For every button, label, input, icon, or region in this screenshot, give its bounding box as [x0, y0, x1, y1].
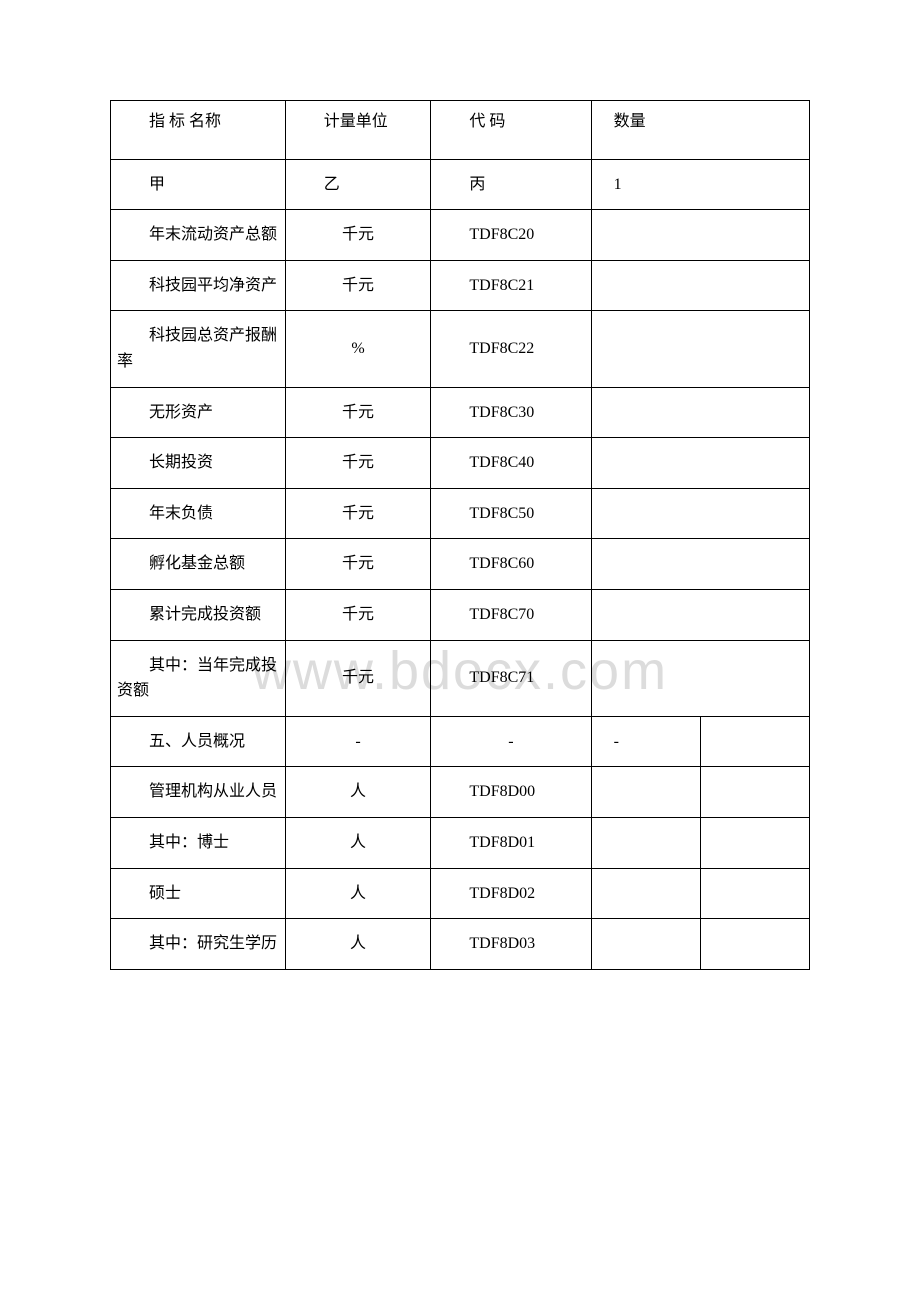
- cell-code: TDF8C40: [431, 438, 591, 489]
- subheader-one: 1: [591, 159, 809, 210]
- table-row: 硕士 人 TDF8D02: [111, 868, 810, 919]
- table-row: 孵化基金总额 千元 TDF8C60: [111, 539, 810, 590]
- cell-name: 孵化基金总额: [111, 539, 286, 590]
- table-row: 年末负债 千元 TDF8C50: [111, 488, 810, 539]
- table-row: 其中：当年完成投资额 千元 TDF8C71: [111, 640, 810, 716]
- table-row: 年末流动资产总额 千元 TDF8C20: [111, 210, 810, 261]
- cell-code: -: [431, 716, 591, 767]
- cell-qty: [591, 438, 809, 489]
- cell-code: TDF8C70: [431, 589, 591, 640]
- cell-name: 硕士: [111, 868, 286, 919]
- cell-name: 年末负债: [111, 488, 286, 539]
- subheader-bing: 丙: [431, 159, 591, 210]
- cell-qty: [591, 539, 809, 590]
- cell-qty: [591, 767, 700, 818]
- table-row: 长期投资 千元 TDF8C40: [111, 438, 810, 489]
- subheader-jia: 甲: [111, 159, 286, 210]
- header-unit: 计量单位: [285, 101, 431, 160]
- cell-code: TDF8D03: [431, 919, 591, 970]
- cell-qty: [591, 488, 809, 539]
- cell-qty: -: [591, 716, 700, 767]
- cell-extra: [700, 868, 809, 919]
- cell-name: 管理机构从业人员: [111, 767, 286, 818]
- data-table: 指 标 名称 计量单位 代 码 数量 甲 乙 丙 1 年末流动资产总额 千元 T…: [110, 100, 810, 970]
- table-row: 科技园总资产报酬率 % TDF8C22: [111, 311, 810, 387]
- table-header-row: 指 标 名称 计量单位 代 码 数量: [111, 101, 810, 160]
- cell-name: 其中：研究生学历: [111, 919, 286, 970]
- cell-name: 无形资产: [111, 387, 286, 438]
- cell-name: 其中：博士: [111, 817, 286, 868]
- header-indicator-name: 指 标 名称: [111, 101, 286, 160]
- cell-name: 长期投资: [111, 438, 286, 489]
- cell-extra: [700, 767, 809, 818]
- cell-extra: [700, 817, 809, 868]
- cell-qty: [591, 387, 809, 438]
- cell-qty: [591, 589, 809, 640]
- cell-code: TDF8C71: [431, 640, 591, 716]
- cell-name: 五、人员概况: [111, 716, 286, 767]
- cell-qty: [591, 311, 809, 387]
- cell-code: TDF8C60: [431, 539, 591, 590]
- cell-name: 科技园平均净资产: [111, 260, 286, 311]
- table-row: 无形资产 千元 TDF8C30: [111, 387, 810, 438]
- cell-unit: 千元: [285, 488, 431, 539]
- cell-unit: 人: [285, 868, 431, 919]
- cell-extra: [700, 716, 809, 767]
- cell-unit: 千元: [285, 387, 431, 438]
- table-row: 其中：博士 人 TDF8D01: [111, 817, 810, 868]
- header-code: 代 码: [431, 101, 591, 160]
- cell-unit: 人: [285, 767, 431, 818]
- cell-qty: [591, 919, 700, 970]
- cell-qty: [591, 817, 700, 868]
- table-subheader-row: 甲 乙 丙 1: [111, 159, 810, 210]
- cell-code: TDF8C20: [431, 210, 591, 261]
- cell-unit: %: [285, 311, 431, 387]
- cell-unit: 人: [285, 919, 431, 970]
- subheader-yi: 乙: [285, 159, 431, 210]
- cell-code: TDF8D01: [431, 817, 591, 868]
- cell-qty: [591, 868, 700, 919]
- cell-extra: [700, 919, 809, 970]
- cell-code: TDF8C21: [431, 260, 591, 311]
- table-row: 累计完成投资额 千元 TDF8C70: [111, 589, 810, 640]
- table-row: 五、人员概况 - - -: [111, 716, 810, 767]
- cell-qty: [591, 640, 809, 716]
- cell-code: TDF8D00: [431, 767, 591, 818]
- cell-unit: -: [285, 716, 431, 767]
- cell-unit: 千元: [285, 260, 431, 311]
- cell-qty: [591, 260, 809, 311]
- table-row: 其中：研究生学历 人 TDF8D03: [111, 919, 810, 970]
- cell-name: 累计完成投资额: [111, 589, 286, 640]
- cell-code: TDF8C22: [431, 311, 591, 387]
- cell-unit: 千元: [285, 640, 431, 716]
- table-row: 科技园平均净资产 千元 TDF8C21: [111, 260, 810, 311]
- cell-code: TDF8C30: [431, 387, 591, 438]
- cell-code: TDF8D02: [431, 868, 591, 919]
- cell-unit: 人: [285, 817, 431, 868]
- cell-code: TDF8C50: [431, 488, 591, 539]
- header-quantity: 数量: [591, 101, 809, 160]
- cell-name: 年末流动资产总额: [111, 210, 286, 261]
- cell-unit: 千元: [285, 539, 431, 590]
- cell-name: 其中：当年完成投资额: [111, 640, 286, 716]
- cell-unit: 千元: [285, 210, 431, 261]
- cell-unit: 千元: [285, 589, 431, 640]
- cell-name: 科技园总资产报酬率: [111, 311, 286, 387]
- cell-qty: [591, 210, 809, 261]
- table-row: 管理机构从业人员 人 TDF8D00: [111, 767, 810, 818]
- cell-unit: 千元: [285, 438, 431, 489]
